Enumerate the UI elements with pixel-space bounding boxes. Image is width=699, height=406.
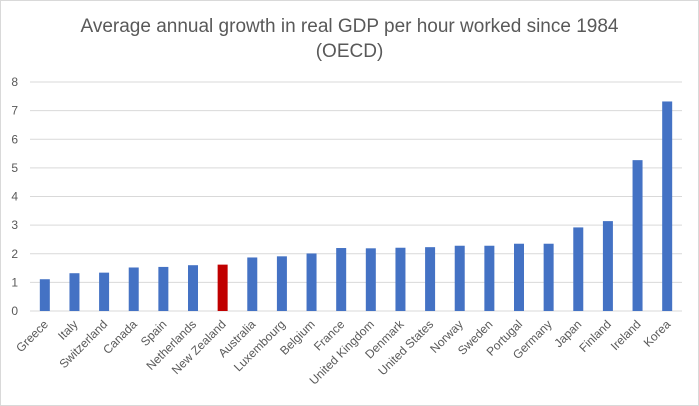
y-tick-label: 7 <box>11 104 18 118</box>
y-tick-label: 2 <box>11 247 18 261</box>
bar <box>128 267 139 311</box>
y-tick-label: 0 <box>11 304 18 318</box>
bar <box>247 257 258 311</box>
chart-title-line-1: Average annual growth in real GDP per ho… <box>80 16 619 37</box>
bar <box>514 243 524 311</box>
x-tick-label: Canada <box>100 317 140 357</box>
x-tick-label: Finland <box>576 317 614 355</box>
bar <box>662 101 673 311</box>
bar <box>454 245 465 311</box>
bar <box>602 221 613 311</box>
x-tick-label: Ireland <box>608 317 644 353</box>
x-tick-label: Greece <box>13 317 51 355</box>
bar <box>632 160 643 311</box>
bar <box>276 256 287 311</box>
bar <box>99 272 110 311</box>
y-tick-label: 8 <box>11 75 18 89</box>
bar <box>306 253 317 311</box>
bar <box>365 248 376 311</box>
y-tick-label: 4 <box>11 190 18 204</box>
y-tick-label: 6 <box>11 132 18 146</box>
x-tick-label: Italy <box>55 317 80 342</box>
bar <box>573 227 584 311</box>
y-tick-label: 5 <box>11 161 18 175</box>
bar <box>336 248 347 311</box>
y-tick-label: 1 <box>11 275 18 289</box>
bar <box>69 273 80 311</box>
bar <box>425 247 436 311</box>
bar <box>543 243 554 311</box>
bar <box>395 247 406 311</box>
bar <box>188 265 198 311</box>
x-tick-label: Korea <box>641 317 674 350</box>
bar <box>158 266 169 311</box>
y-tick-label: 3 <box>11 218 18 232</box>
bar <box>217 264 228 311</box>
bar <box>484 245 495 311</box>
bar <box>39 279 50 311</box>
chart-title-line-2: (OECD) <box>315 41 384 62</box>
